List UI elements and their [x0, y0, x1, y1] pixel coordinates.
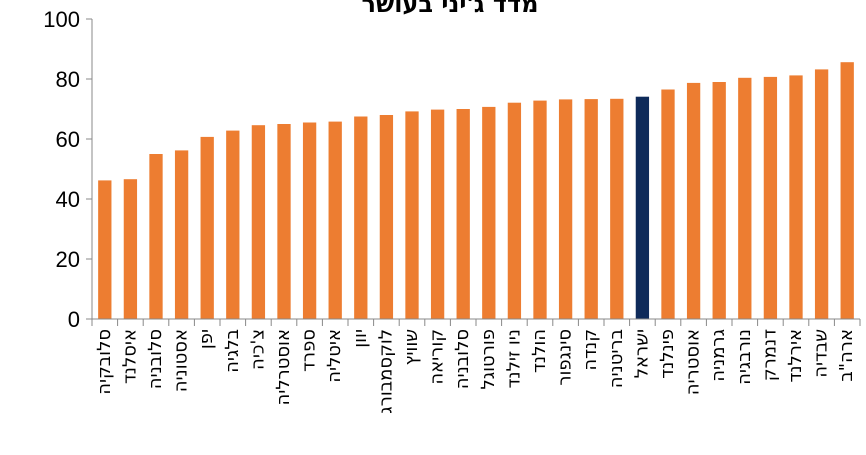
x-category-label: צ'כיה: [247, 329, 268, 370]
bar: [277, 124, 291, 319]
bar: [226, 130, 240, 319]
bar: [251, 125, 266, 319]
bar: [354, 116, 368, 319]
x-category-label: יוון: [350, 329, 371, 348]
x-category-label: פינלנד: [657, 329, 678, 379]
chart-title: מדד ג'יני בעושר: [362, 0, 539, 18]
bar: [763, 76, 778, 320]
x-axis: סלובקיה איסלנד סלובניה אסטוניה יפן בלגיה צ'כיה…: [91, 318, 861, 414]
x-category-label: יפן: [196, 329, 217, 349]
x-category-label: דנמרק: [759, 329, 780, 381]
x-category-label: איסלנד: [119, 329, 140, 384]
bar: [200, 136, 214, 319]
x-category-label: ספרד: [299, 329, 320, 372]
bar: [328, 121, 342, 319]
x-category-label: ארה"ב: [836, 329, 857, 382]
x-category-label: שוויץ: [401, 329, 422, 365]
y-tick-label: 40: [56, 187, 80, 212]
x-category-label: בלגיה: [222, 329, 243, 373]
bar: [686, 82, 701, 320]
x-category-label: סלובקיה: [94, 329, 115, 395]
x-category-label: אוסטרליה: [273, 329, 294, 405]
bar: [533, 100, 547, 319]
bar: [661, 89, 675, 319]
x-category-label: קוריאה: [427, 329, 448, 385]
x-category-label: ישראל: [631, 329, 652, 378]
x-category-label: סלובניה: [452, 329, 473, 389]
bar: [635, 96, 650, 319]
y-tick-label: 60: [56, 127, 80, 152]
x-category-label: אוסטריה: [683, 329, 704, 395]
x-category-label: סינגפור: [555, 329, 576, 386]
x-category-label: גרמניה: [708, 329, 729, 382]
bar: [840, 62, 854, 319]
y-tick-label: 100: [43, 7, 80, 32]
x-category-label: בריטניה: [606, 329, 627, 388]
y-tick-label: 20: [56, 247, 80, 272]
x-category-label: נורבגיה: [734, 329, 755, 385]
bar: [430, 109, 445, 319]
bar: [584, 99, 598, 319]
y-tick-label: 80: [56, 67, 80, 92]
x-category-label: קנדה: [580, 329, 601, 371]
bar: [814, 69, 829, 320]
bar: [482, 106, 496, 320]
bar: [456, 109, 470, 319]
x-category-label: לוקסמבורג: [375, 329, 396, 414]
x-category-label: הולנד: [529, 329, 550, 373]
y-axis: 0 20 40 60 80 100: [43, 7, 93, 332]
bar: [789, 75, 803, 320]
bars: [98, 62, 854, 320]
bar: [123, 179, 138, 319]
y-tick-label: 0: [68, 307, 80, 332]
x-category-label: שבדיה: [811, 329, 832, 378]
bar: [379, 115, 394, 319]
bar: [174, 150, 189, 319]
bar: [558, 99, 573, 320]
x-category-label: פורטוגל: [478, 329, 499, 390]
bar: [302, 122, 317, 319]
bar: [405, 111, 419, 320]
bar: [98, 180, 112, 319]
x-category-label: אסטוניה: [171, 329, 192, 392]
bar: [738, 77, 752, 319]
bar: [507, 102, 522, 319]
x-category-label: איטליה: [324, 329, 345, 383]
bar: [149, 154, 163, 319]
x-category-label: ניו זילנד: [503, 329, 524, 388]
bar: [610, 98, 624, 319]
x-category-label: סלובניה: [145, 329, 166, 389]
x-category-label: אירלנד: [785, 329, 806, 382]
bar: [712, 82, 726, 319]
